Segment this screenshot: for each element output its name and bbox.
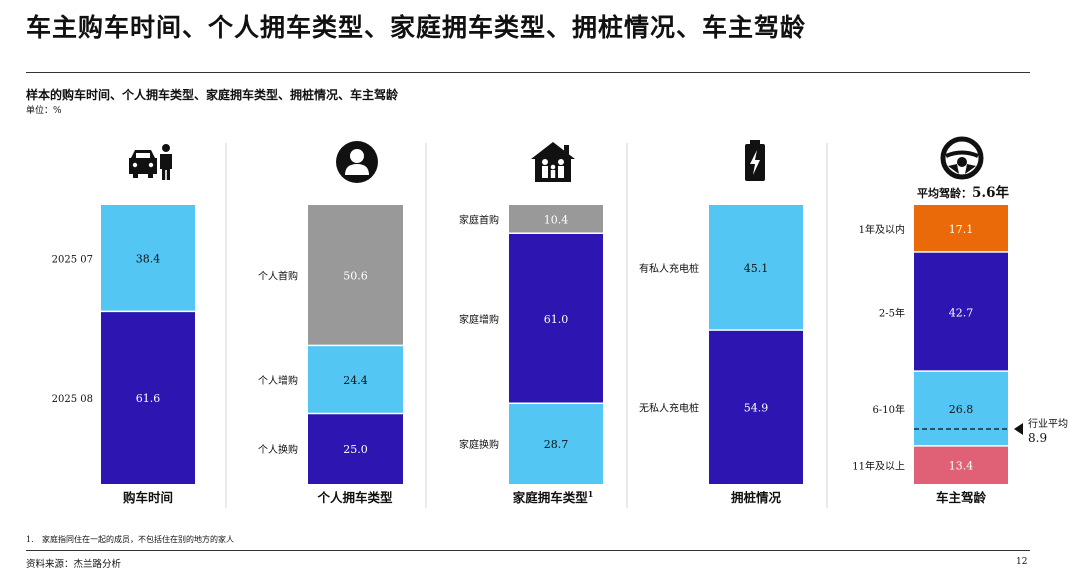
category-label: 6-10年 xyxy=(873,403,905,416)
car-buyer-icon xyxy=(129,144,172,180)
bar-segment xyxy=(914,371,1008,446)
panel-label: 家庭拥车类型1 xyxy=(513,489,594,505)
reference-arrow-icon xyxy=(1014,423,1023,435)
data-label: 25.0 xyxy=(343,443,368,456)
footer-divider xyxy=(26,550,1030,551)
category-label: 2025 07 xyxy=(52,255,93,266)
data-label: 61.6 xyxy=(136,392,161,405)
bar-segment xyxy=(509,233,603,403)
data-label: 28.7 xyxy=(544,438,569,451)
category-label: 家庭首购 xyxy=(459,213,499,226)
bar-segment xyxy=(101,312,195,484)
chart-panel-1: 38.4 2025 07 61.6 2025 08 购车时间 xyxy=(52,205,195,505)
title-divider xyxy=(26,72,1030,73)
data-label: 45.1 xyxy=(744,262,769,275)
battery-charging-icon xyxy=(745,140,765,181)
bar-segment xyxy=(914,205,1008,252)
steering-wheel-icon xyxy=(940,136,984,180)
footnote: 1. 家庭指同住在一起的成员，不包括住在别的地方的家人 xyxy=(26,534,234,545)
category-label: 家庭增购 xyxy=(459,313,499,326)
data-label: 61.0 xyxy=(544,313,569,326)
bar-segment xyxy=(509,205,603,233)
category-label: 有私人充电桩 xyxy=(639,262,699,275)
unit-label: 单位：% xyxy=(26,106,62,116)
category-label: 个人增购 xyxy=(258,374,298,387)
panel-label: 车主驾龄 xyxy=(936,490,987,505)
category-label: 个人换购 xyxy=(258,443,298,456)
data-label: 42.7 xyxy=(949,306,974,319)
bar-segment xyxy=(914,446,1008,484)
data-label: 50.6 xyxy=(343,270,368,283)
data-label: 38.4 xyxy=(136,253,161,266)
slide-title: 车主购车时间、个人拥车类型、家庭拥车类型、拥桩情况、车主驾龄 xyxy=(26,13,807,42)
bar-segment xyxy=(509,404,603,484)
category-label: 家庭换购 xyxy=(459,438,499,451)
panel-label: 拥桩情况 xyxy=(731,490,782,505)
data-label: 54.9 xyxy=(744,401,769,414)
footnote-marker: 1 xyxy=(588,489,594,499)
category-label: 11年及以上 xyxy=(852,459,905,472)
category-label: 1年及以内 xyxy=(859,223,905,236)
chart-subtitle: 样本的购车时间、个人拥车类型、家庭拥车类型、拥桩情况、车主驾龄 xyxy=(26,88,399,102)
bar-segment xyxy=(709,330,803,484)
panel-separators xyxy=(225,143,828,508)
data-label: 17.1 xyxy=(949,223,974,236)
chart-panel-5: 17.1 1年及以内 42.7 2-5年 26.8 6-10年 13.4 11年及以上车主驾龄… xyxy=(852,184,1068,505)
bar-segment xyxy=(308,346,403,413)
panel-label: 购车时间 xyxy=(123,490,173,505)
page-number: 12 xyxy=(1016,557,1028,567)
data-label: 26.8 xyxy=(949,403,974,416)
person-icon xyxy=(336,141,378,183)
data-label: 10.4 xyxy=(544,213,569,226)
source-note: 资料来源：杰兰路分析 xyxy=(26,559,122,570)
data-label: 24.4 xyxy=(343,374,368,387)
panel-icons xyxy=(129,136,984,183)
bar-segment xyxy=(101,205,195,311)
reference-label: 行业平均 xyxy=(1028,417,1068,430)
category-label: 2-5年 xyxy=(879,306,905,319)
bar-segment xyxy=(709,205,803,330)
family-home-icon xyxy=(531,142,575,182)
bar-segment xyxy=(308,414,403,484)
category-label: 个人首购 xyxy=(258,270,298,283)
footnote-number: 1. xyxy=(26,535,34,544)
panel-label: 个人拥车类型 xyxy=(316,490,393,505)
reference-value: 8.9 xyxy=(1028,431,1047,445)
bar-segment xyxy=(914,252,1008,371)
bar-segment xyxy=(308,205,403,345)
category-label: 无私人充电桩 xyxy=(639,401,699,414)
category-label: 2025 08 xyxy=(52,394,93,405)
footnote-text: 家庭指同住在一起的成员，不包括住在别的地方的家人 xyxy=(42,535,234,544)
average-label: 平均驾龄：5.6年 xyxy=(917,184,1009,201)
data-label: 13.4 xyxy=(949,459,974,472)
